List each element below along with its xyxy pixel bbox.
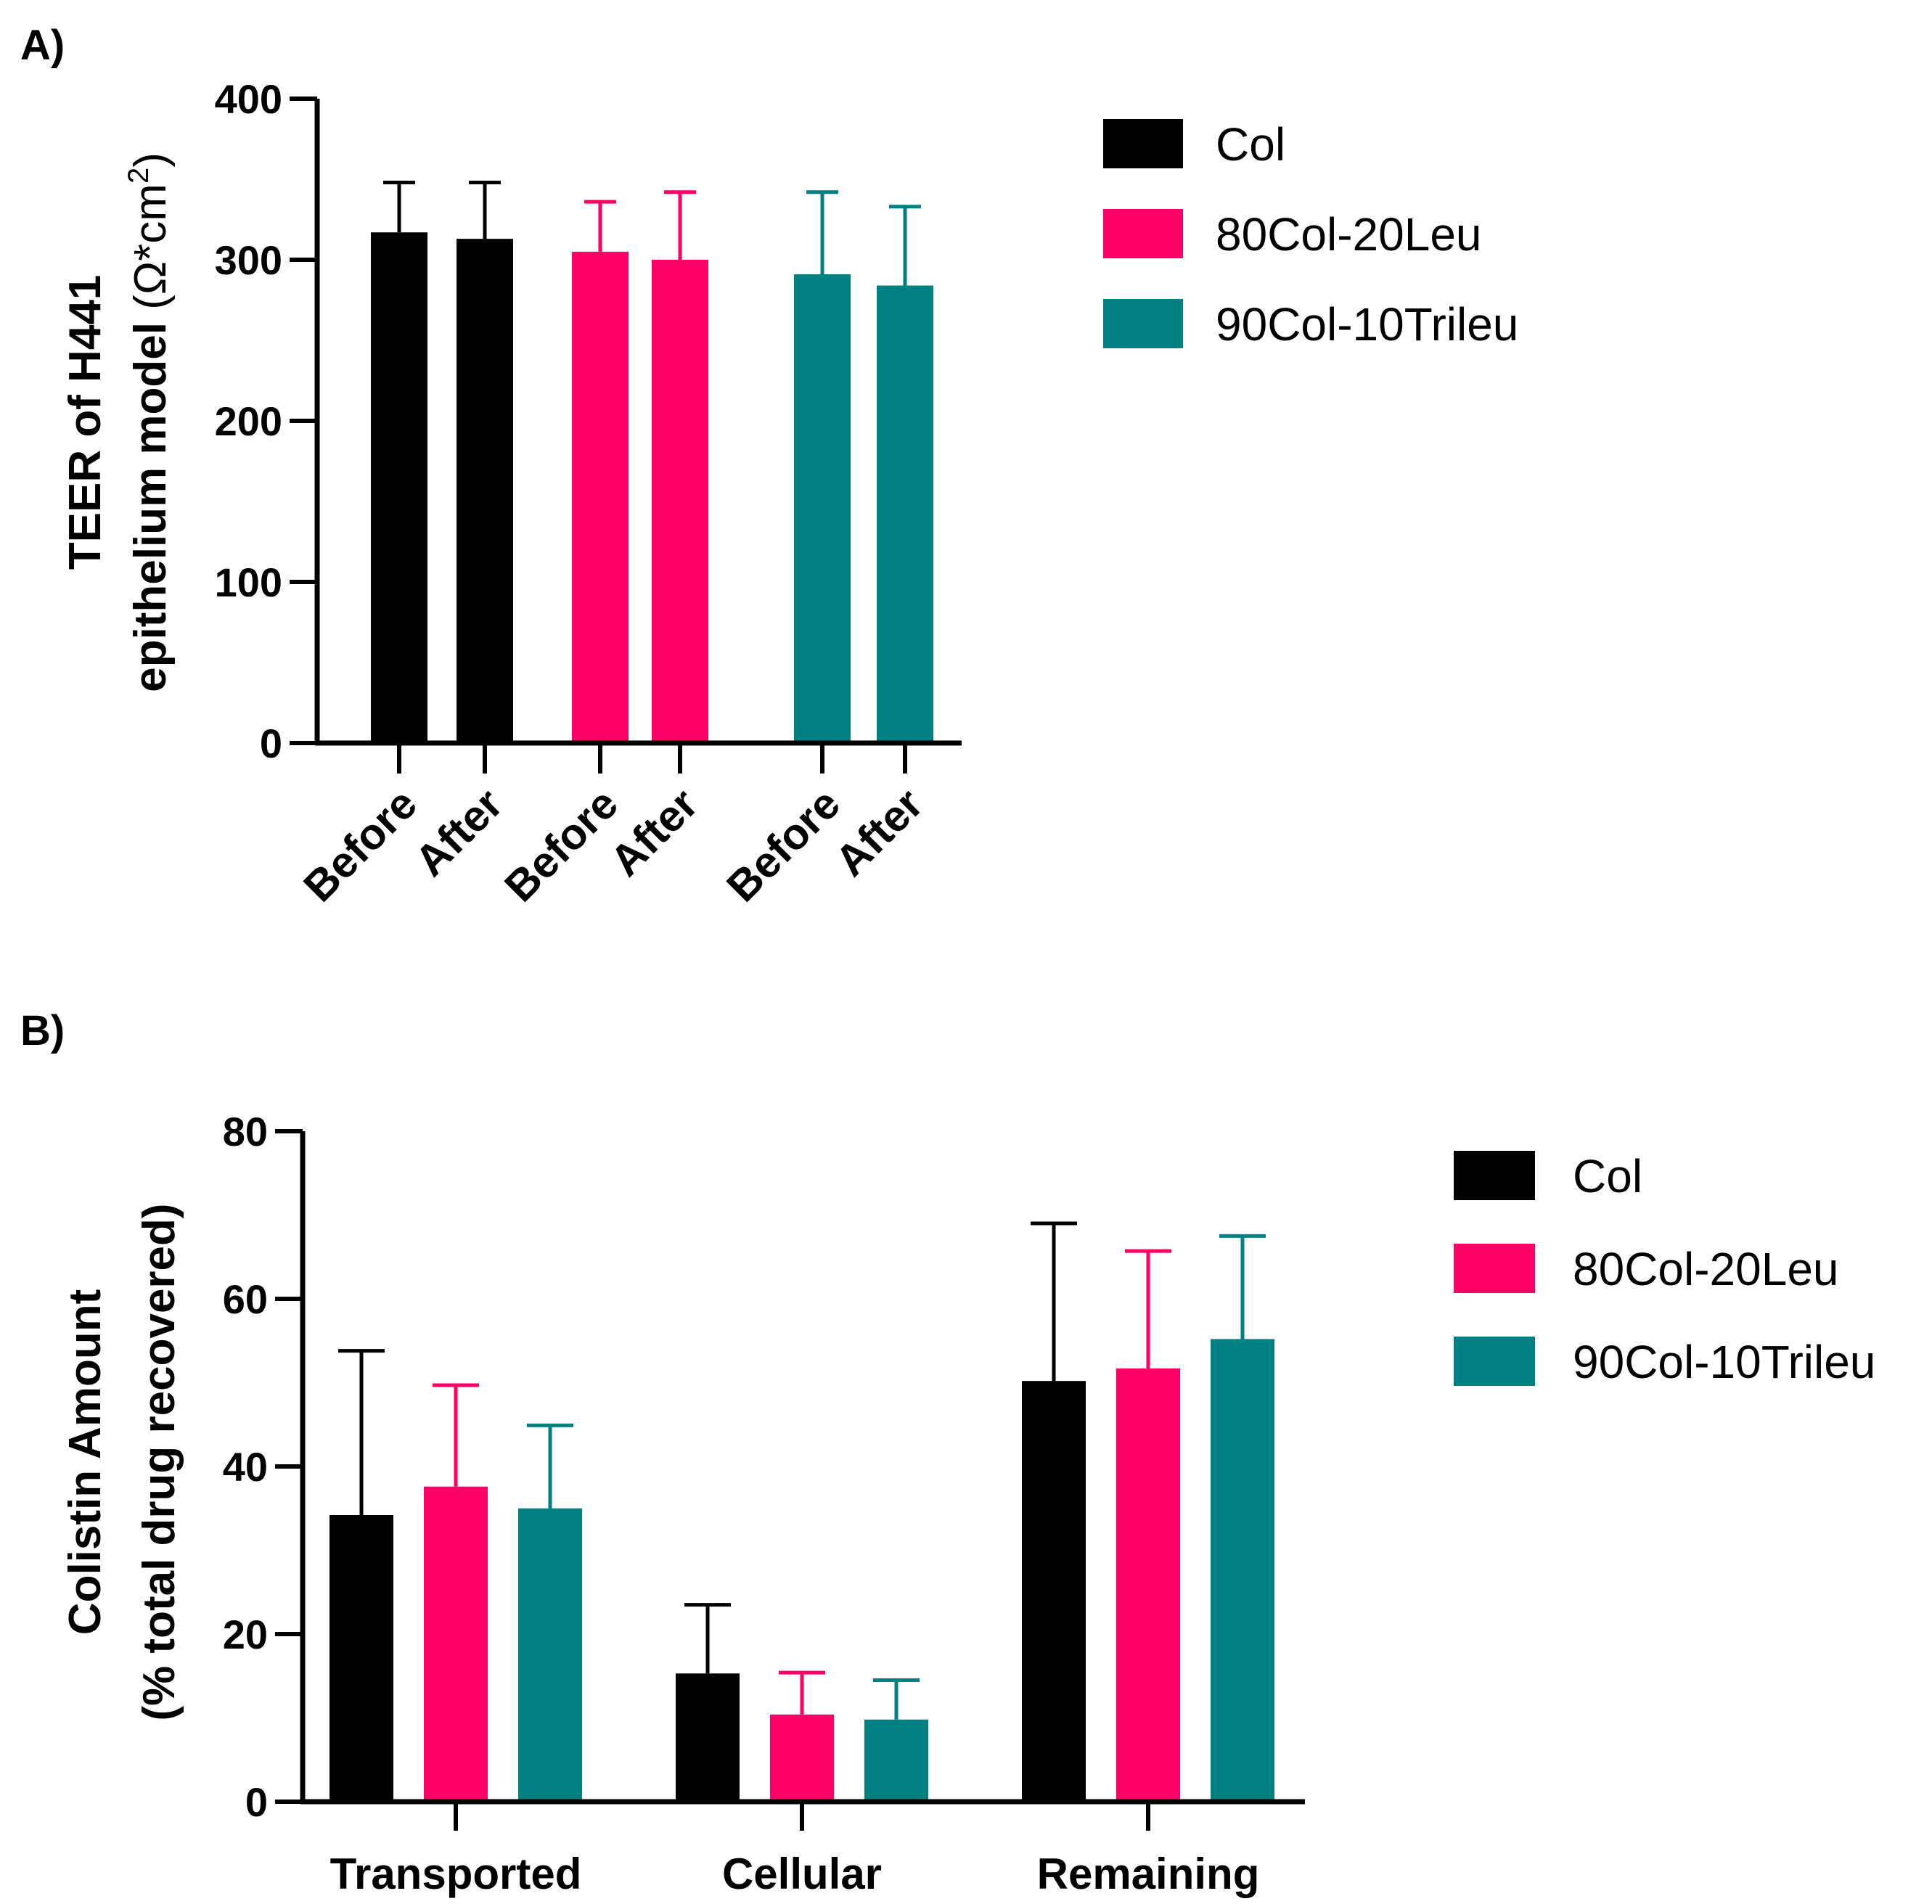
bar-80Col-20Leu-Transported	[424, 1486, 488, 1802]
panel-a-ylabel-main: epithelium model	[126, 322, 176, 692]
panel-a-ylabel-line2: epithelium model (Ω*cm2)	[123, 152, 176, 692]
panel-b-ylabel-line1: Colistin Amount	[60, 1289, 110, 1635]
bar-80Col-20Leu-Remaining	[1116, 1368, 1180, 1802]
y-tick-label-60: 60	[223, 1276, 268, 1322]
legend-label-2: 80Col-20Leu	[1216, 208, 1482, 260]
y-tick-label-100: 100	[215, 559, 282, 605]
panel-a-label: A)	[20, 22, 65, 69]
legend-swatch-3	[1454, 1337, 1535, 1386]
panel-b-chart: B) 0 20 40 60 80 Transported Cellular Remaining…	[20, 1007, 1875, 1898]
bar-2	[457, 239, 513, 743]
legend-label-3: 90Col-10Trileu	[1216, 298, 1518, 350]
legend-swatch-3	[1103, 299, 1183, 348]
y-tick-label-400: 400	[215, 76, 282, 122]
bar-6	[877, 285, 933, 743]
panel-a-ylabel-line1: TEER of H441	[60, 275, 110, 570]
y-tick-label-0: 0	[245, 1779, 268, 1825]
bar-90Col-10Trileu-Cellular	[864, 1719, 928, 1802]
panel-b-label: B)	[20, 1007, 65, 1054]
panel-a-ylabel-unit-close: )	[126, 152, 176, 168]
y-tick-label-0: 0	[260, 721, 282, 766]
y-tick-label-200: 200	[215, 398, 282, 444]
x-tick-label-Remaining: Remaining	[1037, 1850, 1260, 1898]
bar-3	[572, 251, 629, 743]
x-tick-label-6: After	[826, 779, 932, 885]
bar-90Col-10Trileu-Transported	[518, 1508, 582, 1802]
panel-a-ylabel-unit: (Ω*cm	[126, 184, 176, 310]
bar-90Col-10Trileu-Remaining	[1211, 1339, 1274, 1802]
panel-b-ylabel-line2: (% total drug recovered)	[134, 1203, 184, 1720]
y-tick-label-20: 20	[223, 1612, 268, 1657]
x-tick-label-Cellular: Cellular	[722, 1850, 882, 1898]
legend-swatch-2	[1103, 209, 1183, 258]
bar-Col-Transported	[329, 1514, 393, 1802]
y-tick-label-80: 80	[223, 1109, 268, 1154]
bar-Col-Remaining	[1022, 1381, 1086, 1802]
legend-swatch-1	[1103, 119, 1183, 168]
panel-a-ylabel-unit-sup: 2	[123, 168, 155, 184]
x-tick-label-5: Before	[717, 779, 849, 911]
legend-swatch-1	[1454, 1151, 1535, 1200]
x-tick-label-1: Before	[294, 779, 426, 911]
bar-1	[371, 232, 427, 743]
legend-label-2: 80Col-20Leu	[1573, 1243, 1839, 1295]
y-tick-label-300: 300	[215, 237, 282, 283]
bar-Col-Cellular	[676, 1673, 740, 1802]
legend-label-3: 90Col-10Trileu	[1573, 1336, 1875, 1388]
legend-swatch-2	[1454, 1244, 1535, 1293]
bar-4	[652, 260, 708, 743]
legend-label-1: Col	[1216, 118, 1285, 171]
bar-5	[794, 274, 851, 744]
x-tick-label-2: After	[406, 779, 512, 885]
x-tick-label-Transported: Transported	[330, 1850, 582, 1898]
x-tick-label-4: After	[601, 779, 707, 885]
bar-80Col-20Leu-Cellular	[770, 1714, 834, 1802]
legend-label-1: Col	[1573, 1150, 1642, 1202]
y-tick-label-40: 40	[223, 1444, 268, 1490]
